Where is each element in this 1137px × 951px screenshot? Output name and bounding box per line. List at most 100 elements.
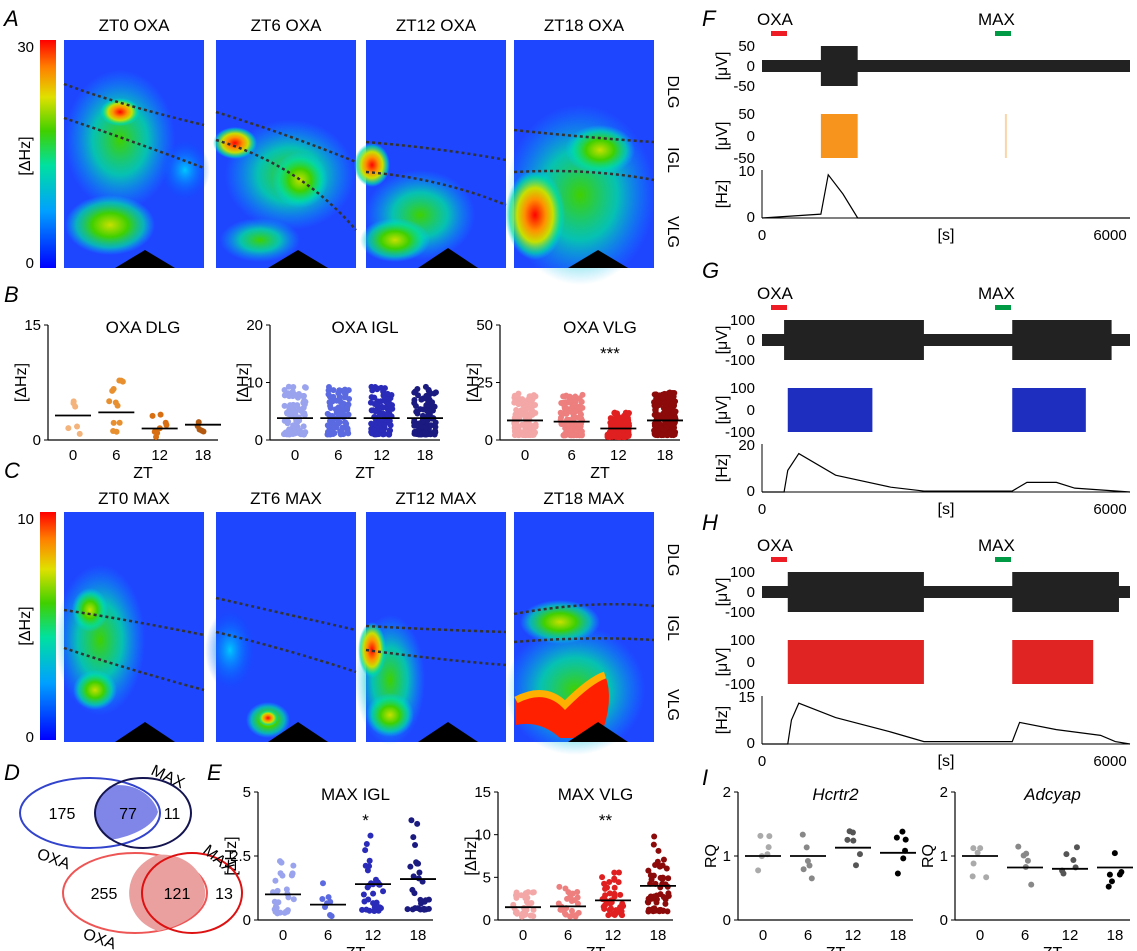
data-point [414,820,421,827]
data-point [570,432,577,439]
chart-title: OXA IGL [331,318,398,337]
data-point [624,420,631,427]
hz-tick-label: 10 [738,163,755,180]
x-tick-label: 6 [1021,927,1029,944]
y-tick-label: 2 [723,784,731,801]
data-point [378,403,385,410]
data-point [417,406,424,413]
data-point [319,895,326,902]
uv-tick-label: 100 [730,380,755,397]
data-point [328,399,335,406]
panel-label-b: B [4,282,19,307]
data-point [659,862,666,869]
data-point [385,419,392,426]
data-point [1028,881,1035,888]
data-point [290,422,297,429]
y-axis-label: [ΔHz] [465,363,482,402]
data-point [376,904,383,911]
data-point [377,398,384,405]
data-point [569,890,576,897]
data-point [606,879,613,886]
data-point [281,402,288,409]
data-point [116,419,123,426]
max-application-bar [995,305,1011,310]
data-point [555,900,562,907]
x-tick-label: 0 [519,927,527,944]
colorbar-max: 30 [17,39,34,56]
data-point [512,411,519,418]
uv-tick-label: 100 [730,564,755,581]
data-point [654,858,661,865]
region-label-igl-max: IGL [664,615,681,641]
y-tick-label: 5 [483,869,491,886]
data-point [1020,852,1027,859]
data-point [806,862,813,869]
data-point [523,895,530,902]
data-point [569,912,576,919]
oxa-label: OXA [757,284,794,303]
data-point [799,831,806,838]
data-point [411,890,418,897]
data-point [366,857,373,864]
sorted-unit-trace [787,640,924,684]
x-tick-label: 18 [1107,927,1124,944]
data-point [276,858,283,865]
chart-title: OXA VLG [563,318,637,337]
y-tick-label: 0 [243,912,251,929]
data-point [659,394,666,401]
data-point [373,899,380,906]
panel-label-e: E [207,760,222,785]
data-point [331,424,338,431]
data-point [325,894,332,901]
data-point [359,906,366,913]
data-point [653,892,660,899]
data-point [415,860,422,867]
colorbar-max-bottom: 0 [26,729,34,746]
heatmap-title-zt12-oxa: ZT12 OXA [396,16,477,35]
data-point [431,390,438,397]
data-point [1073,844,1080,851]
data-point [902,836,909,843]
data-point [343,388,350,395]
data-point [653,899,660,906]
data-point [530,906,537,913]
x-tick-label: 0 [758,501,766,518]
data-point [808,875,815,882]
y-axis-label: [ΔHz] [13,363,30,402]
x-tick-label: 0 [759,927,767,944]
heatmap-title-zt12-max: ZT12 MAX [395,489,476,508]
x-tick-label: 12 [845,927,862,944]
data-point [1063,851,1070,858]
x-axis-label: ZT [355,465,375,482]
data-point [974,849,981,856]
data-point [619,900,626,907]
colorbar-oxa [40,40,56,268]
data-point [411,430,418,437]
region-label-dlg: DLG [664,76,681,109]
y-tick-label: 20 [246,317,263,334]
data-point [381,422,388,429]
data-point [285,383,292,390]
data-point [670,393,677,400]
x-tick-label: 6000 [1093,501,1126,518]
data-point [70,398,77,405]
data-point [530,431,537,438]
data-point [619,416,626,423]
data-point [660,894,667,901]
data-point [368,420,375,427]
data-point [417,896,424,903]
x-axis-label: [s] [938,227,955,244]
y-tick-label: 10 [246,375,263,392]
data-point [653,402,660,409]
x-tick-label: 18 [410,927,427,944]
data-point [410,834,417,841]
data-point [372,408,379,415]
data-point [562,430,569,437]
data-point [407,863,414,870]
data-point [384,390,391,397]
data-point [336,419,343,426]
data-point [645,867,652,874]
heatmap-title-zt18-oxa: ZT18 OXA [544,16,625,35]
heatmap-zt18-max [505,512,655,755]
hz-axis-label: [Hz] [714,454,731,482]
